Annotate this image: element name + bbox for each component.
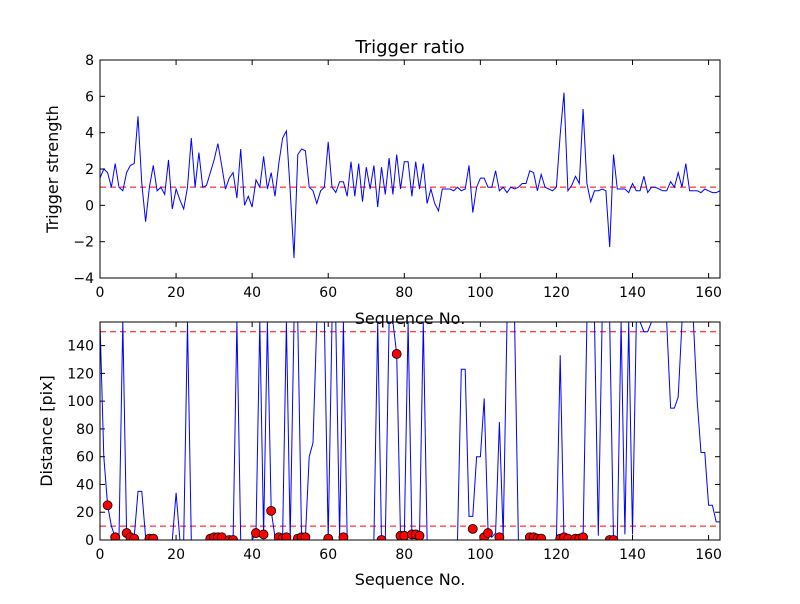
marker-point	[578, 532, 588, 540]
x-tick-label: 80	[395, 285, 413, 301]
x-axis-label: Sequence No.	[355, 309, 466, 328]
marker-point	[467, 523, 478, 534]
y-axis-label: Trigger strength	[43, 105, 62, 234]
y-tick-label: 8	[85, 53, 94, 69]
x-tick-label: 20	[167, 547, 185, 563]
marker-point	[228, 535, 239, 540]
y-tick-label: −2	[73, 235, 94, 251]
threshold-lines	[100, 331, 720, 527]
marker-point	[129, 533, 140, 540]
x-tick-label: 140	[619, 285, 646, 301]
marker-point	[102, 500, 113, 511]
y-tick-label: 60	[76, 450, 94, 466]
marker-point	[608, 535, 619, 540]
x-tick-label: 80	[395, 547, 413, 563]
distance-chart: 0 20 40 60 80 100 120 140 160020406080100120140 …	[37, 321, 722, 589]
x-tick-label: 40	[243, 285, 261, 301]
marker-point	[148, 533, 159, 540]
x-tick-label: 0	[96, 547, 105, 563]
y-tick-label: 40	[76, 477, 94, 493]
y-tick-label: 6	[85, 89, 94, 105]
x-tick-label: 140	[619, 547, 646, 563]
marker-point	[483, 528, 493, 538]
data-line	[99, 92, 721, 259]
markers	[102, 349, 619, 540]
marker-point	[281, 532, 292, 540]
y-axis-label: Distance [pix]	[37, 375, 56, 487]
tick-labels: 0 20 40 60 80 100 120 140 160 −4 −2 0 2 4 6 8	[73, 53, 722, 301]
x-tick-label: 0	[96, 285, 105, 301]
marker-point	[391, 349, 402, 359]
y-tick-label: 20	[76, 505, 94, 521]
plot-frame	[99, 321, 721, 541]
y-tick-label: −4	[73, 271, 94, 287]
y-tick-label: 140	[67, 339, 94, 355]
marker-point	[414, 530, 425, 540]
chart-title: Trigger ratio	[354, 37, 464, 58]
trigger-ratio-chart: Trigger ratio 0 20 40 60 80 100 120 140 160−4−20…	[43, 37, 722, 328]
x-tick-label: 120	[543, 285, 570, 301]
marker-point	[323, 533, 334, 540]
marker-point	[266, 505, 277, 516]
x-axis-label: Sequence No.	[355, 570, 466, 589]
tick-labels: 0 20 40 60 80 100 120 140 160 0 20 40 60 80 100 120 140	[67, 339, 722, 563]
x-tick-label: 20	[167, 285, 185, 301]
marker-point	[494, 532, 505, 540]
plot-area	[100, 322, 720, 540]
y-tick-label: 4	[85, 126, 94, 142]
x-tick-label: 40	[243, 547, 261, 563]
x-tick-label: 60	[319, 547, 337, 563]
y-tick-label: 80	[76, 422, 94, 438]
marker-point	[376, 535, 387, 540]
y-tick-label: 0	[85, 533, 94, 549]
y-tick-label: 0	[85, 198, 94, 214]
y-tick-label: 100	[67, 394, 94, 410]
plot-frame	[99, 59, 721, 279]
marker-point	[300, 532, 311, 540]
marker-point	[110, 532, 121, 540]
data-line	[100, 322, 720, 540]
x-tick-label: 60	[319, 285, 337, 301]
marker-point	[338, 532, 349, 540]
y-tick-label: 2	[85, 162, 94, 178]
x-tick-label: 160	[695, 285, 722, 301]
x-tick-label: 160	[695, 547, 722, 563]
y-tick-label: 120	[67, 366, 94, 382]
marker-point	[536, 533, 547, 540]
x-tick-label: 100	[467, 285, 494, 301]
x-tick-label: 120	[543, 547, 570, 563]
marker-point	[258, 529, 269, 540]
x-tick-label: 100	[467, 547, 494, 563]
